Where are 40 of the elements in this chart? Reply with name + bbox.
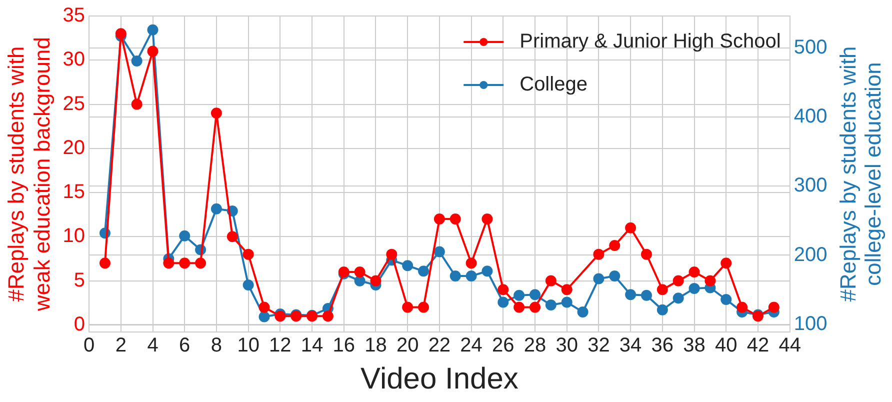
x-tick-label: 6 — [179, 334, 190, 357]
y-tick-label: 20 — [62, 136, 86, 159]
y-axis-title: #Replays by students with weak education background — [3, 37, 55, 312]
x-tick-label: 38 — [683, 334, 706, 357]
y-tick-label: 25 — [62, 92, 86, 115]
x-tick-label: 12 — [269, 334, 292, 357]
y-tick-label: 15 — [62, 181, 86, 204]
x-tick-label: 22 — [428, 334, 451, 357]
x-tick-label: 10 — [237, 334, 260, 357]
x-tick-label: 34 — [619, 334, 642, 357]
x-tick-label: 42 — [746, 334, 770, 357]
y2-tick-label: 200 — [794, 244, 828, 266]
x-tick-label: 26 — [492, 334, 514, 357]
x-axis-title: Video Index — [360, 362, 518, 396]
y2-tick-label: 100 — [794, 312, 828, 335]
y2-tick-label: 500 — [794, 36, 828, 58]
x-tick-label: 36 — [651, 334, 674, 357]
y2-tick-label: 300 — [794, 174, 828, 197]
x-tick-label: 2 — [115, 334, 126, 357]
y-tick-label: 35 — [62, 4, 86, 27]
y2-axis-title: #Replays by students with college-level education — [836, 46, 886, 302]
legend-label: Primary & Junior High School — [520, 30, 781, 53]
y-tick-label: 0 — [74, 313, 86, 336]
x-tick-label: 14 — [300, 334, 324, 357]
x-tick-label: 30 — [556, 334, 578, 357]
y-tick-label: 30 — [62, 48, 86, 71]
x-tick-label: 18 — [364, 334, 387, 357]
x-tick-label: 40 — [715, 334, 738, 357]
legend-label: College — [520, 74, 588, 96]
y-tick-label: 5 — [74, 269, 86, 292]
x-tick-label: 32 — [588, 334, 610, 357]
x-tick-label: 28 — [524, 334, 546, 357]
x-tick-label: 8 — [210, 334, 222, 357]
x-tick-label: 44 — [778, 334, 801, 357]
x-tick-label: 16 — [332, 334, 355, 357]
x-tick-label: 24 — [460, 334, 482, 357]
x-tick-label: 4 — [147, 334, 158, 357]
y-tick-label: 10 — [62, 225, 86, 248]
x-tick-label: 20 — [396, 334, 419, 357]
y2-tick-label: 400 — [794, 105, 828, 128]
